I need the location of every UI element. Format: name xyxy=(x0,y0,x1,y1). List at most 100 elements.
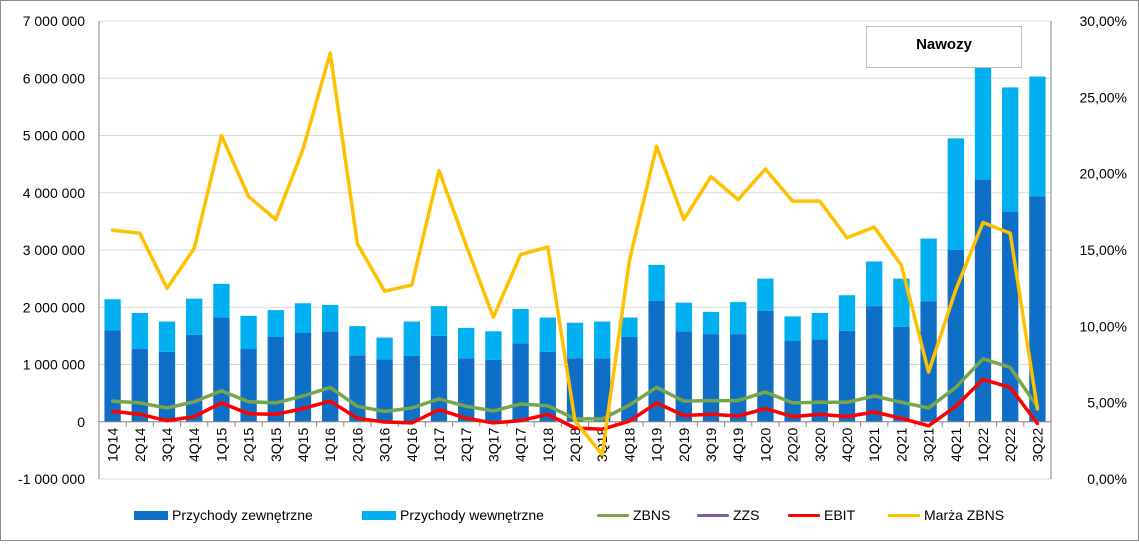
line-marza-zbns xyxy=(110,51,1040,457)
x-tick-label: 4Q16 xyxy=(404,428,420,462)
y-left-tick-label: 5 000 000 xyxy=(23,128,85,144)
bar-przychody-zewnetrzne xyxy=(512,343,529,422)
bar-przychody-wewnetrzne xyxy=(376,337,393,360)
bar-przychody-wewnetrzne xyxy=(893,278,910,327)
legend-label: ZBNS xyxy=(633,507,671,523)
legend-swatch xyxy=(888,513,920,517)
y-right-tick-label: 0,00% xyxy=(1087,471,1127,487)
bar-przychody-wewnetrzne xyxy=(512,308,529,344)
bar-przychody-wewnetrzne xyxy=(267,310,284,338)
x-tick-label: 3Q16 xyxy=(377,428,393,462)
x-tick-label: 3Q17 xyxy=(485,428,501,462)
legend-item-przychody-wewnetrzne: Przychody wewnętrzne xyxy=(362,504,544,526)
legend-item-ebit: EBIT xyxy=(788,504,855,526)
bar-przychody-zewnetrzne xyxy=(322,331,339,422)
y-right-tick-label: 5,00% xyxy=(1087,395,1127,411)
bar-przychody-zewnetrzne xyxy=(730,334,747,422)
x-tick-label: 1Q20 xyxy=(757,428,773,462)
legend-item-zzs: ZZS xyxy=(697,504,759,526)
legend: Przychody zewnętrzne Przychody wewnętrzn… xyxy=(0,504,1139,526)
x-tick-label: 3Q15 xyxy=(268,428,284,462)
legend-label: Przychody wewnętrzne xyxy=(400,507,544,523)
y-right-tick-label: 10,00% xyxy=(1080,318,1127,334)
x-tick-label: 2Q18 xyxy=(567,428,583,462)
bar-przychody-zewnetrzne xyxy=(485,359,502,422)
bar-przychody-zewnetrzne xyxy=(104,330,121,422)
bar-przychody-wewnetrzne xyxy=(322,304,339,332)
bar-przychody-zewnetrzne xyxy=(458,358,475,422)
legend-item-zbns: ZBNS xyxy=(597,504,670,526)
bar-przychody-zewnetrzne xyxy=(675,331,692,422)
bar-przychody-wewnetrzne xyxy=(784,316,801,342)
x-tick-label: 1Q14 xyxy=(105,428,121,462)
bar-przychody-zewnetrzne xyxy=(294,333,312,422)
bar-przychody-wewnetrzne xyxy=(594,321,611,359)
x-tick-label: 3Q21 xyxy=(921,428,937,462)
bar-przychody-wewnetrzne xyxy=(458,327,475,359)
bar-przychody-wewnetrzne xyxy=(730,302,747,335)
bar-przychody-wewnetrzne xyxy=(485,331,502,360)
y-left-tick-label: -1 000 000 xyxy=(18,471,85,487)
legend-swatch xyxy=(788,513,820,517)
bar-przychody-wewnetrzne xyxy=(974,53,992,180)
bar-przychody-wewnetrzne xyxy=(675,302,692,332)
y-left-tick-label: 2 000 000 xyxy=(23,299,85,315)
bar-przychody-wewnetrzne xyxy=(539,317,556,352)
x-tick-label: 4Q15 xyxy=(295,428,311,462)
x-tick-label: 2Q14 xyxy=(132,428,148,462)
legend-item-marza-zbns: Marża ZBNS xyxy=(888,504,1004,526)
bar-przychody-wewnetrzne xyxy=(947,138,964,250)
bar-przychody-zewnetrzne xyxy=(784,341,801,422)
legend-label: EBIT xyxy=(824,507,856,523)
y-right-tick-label: 15,00% xyxy=(1080,242,1127,258)
x-tick-label: 1Q22 xyxy=(975,428,991,462)
bar-przychody-wewnetrzne xyxy=(566,322,584,359)
x-tick-label: 2Q17 xyxy=(458,428,474,462)
x-tick-label: 3Q19 xyxy=(703,428,719,462)
x-tick-label: 1Q15 xyxy=(213,428,229,462)
x-tick-label: 1Q19 xyxy=(649,428,665,462)
bar-przychody-zewnetrzne xyxy=(757,310,774,422)
chart-title-box: Nawozy xyxy=(866,26,1022,68)
bar-przychody-wewnetrzne xyxy=(104,299,121,331)
y-left-tick-label: 3 000 000 xyxy=(23,242,85,258)
bar-przychody-zewnetrzne xyxy=(702,334,720,422)
x-tick-label: 2Q20 xyxy=(785,428,801,462)
bar-przychody-wewnetrzne xyxy=(838,295,856,331)
bar-przychody-zewnetrzne xyxy=(866,306,883,422)
bar-przychody-zewnetrzne xyxy=(947,250,964,422)
bar-przychody-wewnetrzne xyxy=(1002,87,1019,212)
x-tick-label: 3Q14 xyxy=(159,428,175,462)
x-tick-label: 3Q20 xyxy=(812,428,828,462)
x-tick-label: 3Q22 xyxy=(1029,428,1045,462)
legend-item-przychody-zewnetrzne: Przychody zewnętrzne xyxy=(134,504,313,526)
y-left-tick-label: 1 000 000 xyxy=(23,357,85,373)
x-tick-label: 1Q18 xyxy=(540,428,556,462)
bar-przychody-wewnetrzne xyxy=(702,311,720,335)
x-tick-label: 4Q17 xyxy=(513,428,529,462)
bar-przychody-wewnetrzne xyxy=(403,321,420,356)
legend-swatch xyxy=(597,513,629,517)
bar-przychody-zewnetrzne xyxy=(594,358,611,422)
bar-przychody-wewnetrzne xyxy=(294,303,312,334)
x-tick-label: 4Q18 xyxy=(621,428,637,462)
legend-swatch xyxy=(697,513,729,517)
x-tick-label: 4Q19 xyxy=(730,428,746,462)
bar-przychody-zewnetrzne xyxy=(186,334,203,422)
bar-przychody-zewnetrzne xyxy=(349,355,366,422)
legend-swatch xyxy=(362,510,396,520)
bars xyxy=(104,53,1046,422)
y-right-tick-label: 25,00% xyxy=(1080,89,1127,105)
legend-label: Przychody zewnętrzne xyxy=(172,507,313,523)
y-left-tick-label: 4 000 000 xyxy=(23,185,85,201)
bar-przychody-wewnetrzne xyxy=(186,298,203,335)
bar-przychody-zewnetrzne xyxy=(811,339,828,422)
y-left-tick-label: 6 000 000 xyxy=(23,70,85,86)
bar-przychody-zewnetrzne xyxy=(376,359,393,422)
chart-title: Nawozy xyxy=(916,36,972,53)
bar-przychody-zewnetrzne xyxy=(403,355,420,422)
x-tick-label: 2Q16 xyxy=(349,428,365,462)
legend-swatch xyxy=(134,510,168,520)
